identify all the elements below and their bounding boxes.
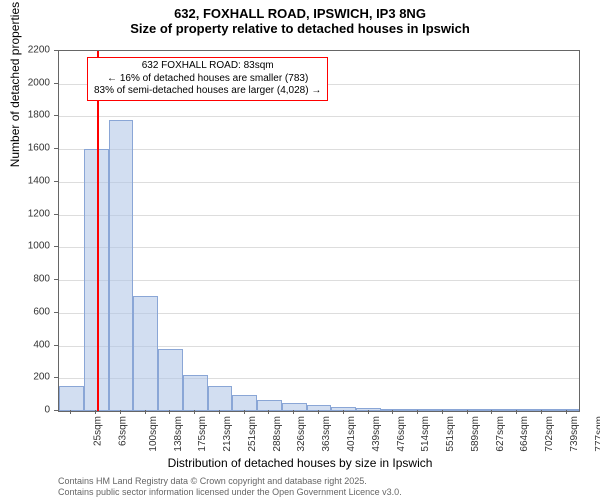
x-tick-mark	[293, 410, 294, 414]
x-tick-mark	[219, 410, 220, 414]
gridline	[59, 247, 579, 248]
x-tick-label: 589sqm	[470, 416, 481, 452]
footer-line1: Contains HM Land Registry data © Crown c…	[58, 476, 402, 487]
x-tick-mark	[442, 410, 443, 414]
x-tick-label: 100sqm	[148, 416, 159, 452]
y-tick-label: 400	[0, 339, 50, 350]
callout-line2: ← 16% of detached houses are smaller (78…	[94, 73, 321, 86]
y-tick-label: 600	[0, 306, 50, 317]
footer-line2: Contains public sector information licen…	[58, 487, 402, 498]
y-tick-label: 1400	[0, 175, 50, 186]
x-axis-label: Distribution of detached houses by size …	[0, 456, 600, 470]
x-tick-mark	[392, 410, 393, 414]
x-tick-mark	[194, 410, 195, 414]
x-tick-mark	[145, 410, 146, 414]
gridline	[59, 116, 579, 117]
x-tick-mark	[541, 410, 542, 414]
x-tick-label: 627sqm	[495, 416, 506, 452]
x-tick-mark	[120, 410, 121, 414]
bar	[59, 386, 84, 411]
x-tick-mark	[70, 410, 71, 414]
y-tick-label: 200	[0, 372, 50, 383]
x-tick-mark	[566, 410, 567, 414]
y-tick-label: 0	[0, 405, 50, 416]
bar	[455, 409, 480, 411]
bar	[208, 386, 233, 411]
y-tick-label: 1600	[0, 143, 50, 154]
y-tick-label: 800	[0, 274, 50, 285]
bar	[183, 375, 208, 411]
plot-area: 632 FOXHALL ROAD: 83sqm ← 16% of detache…	[58, 50, 580, 412]
x-tick-label: 213sqm	[222, 416, 233, 452]
x-tick-mark	[169, 410, 170, 414]
y-tick-label: 1200	[0, 208, 50, 219]
x-tick-mark	[368, 410, 369, 414]
x-tick-label: 63sqm	[118, 416, 129, 446]
x-tick-mark	[467, 410, 468, 414]
callout-line1: 632 FOXHALL ROAD: 83sqm	[94, 60, 321, 73]
x-tick-label: 288sqm	[272, 416, 283, 452]
x-tick-label: 739sqm	[569, 416, 580, 452]
x-tick-mark	[491, 410, 492, 414]
chart-title: 632, FOXHALL ROAD, IPSWICH, IP3 8NG	[0, 0, 600, 21]
footer: Contains HM Land Registry data © Crown c…	[58, 476, 402, 498]
bar	[133, 296, 158, 411]
x-tick-label: 138sqm	[173, 416, 184, 452]
x-tick-label: 664sqm	[519, 416, 530, 452]
gridline	[59, 280, 579, 281]
bar	[232, 395, 257, 411]
bar	[430, 409, 455, 411]
x-tick-label: 326sqm	[297, 416, 308, 452]
x-tick-label: 551sqm	[445, 416, 456, 452]
x-tick-label: 363sqm	[321, 416, 332, 452]
chart-subtitle: Size of property relative to detached ho…	[0, 21, 600, 36]
bar	[554, 409, 579, 411]
bar	[529, 409, 554, 411]
x-tick-mark	[343, 410, 344, 414]
x-tick-label: 251sqm	[247, 416, 258, 452]
x-tick-label: 476sqm	[396, 416, 407, 452]
x-tick-mark	[516, 410, 517, 414]
bar	[109, 120, 134, 411]
bar	[158, 349, 183, 411]
x-tick-label: 401sqm	[346, 416, 357, 452]
bar	[331, 407, 356, 411]
marker-line	[97, 51, 99, 411]
x-tick-label: 702sqm	[544, 416, 555, 452]
y-tick-label: 2200	[0, 45, 50, 56]
chart-container: 632, FOXHALL ROAD, IPSWICH, IP3 8NG Size…	[0, 0, 600, 500]
x-tick-mark	[318, 410, 319, 414]
x-tick-mark	[244, 410, 245, 414]
x-tick-label: 777sqm	[594, 416, 600, 452]
callout-box: 632 FOXHALL ROAD: 83sqm ← 16% of detache…	[87, 57, 328, 101]
bar	[356, 408, 381, 411]
x-tick-label: 25sqm	[93, 416, 104, 446]
y-tick-label: 1800	[0, 110, 50, 121]
y-tick-label: 1000	[0, 241, 50, 252]
x-tick-mark	[417, 410, 418, 414]
x-tick-mark	[95, 410, 96, 414]
callout-line3: 83% of semi-detached houses are larger (…	[94, 85, 321, 98]
x-tick-label: 175sqm	[198, 416, 209, 452]
gridline	[59, 149, 579, 150]
gridline	[59, 182, 579, 183]
y-tick-label: 2000	[0, 77, 50, 88]
x-tick-label: 514sqm	[420, 416, 431, 452]
x-tick-label: 439sqm	[371, 416, 382, 452]
bar	[257, 400, 282, 411]
gridline	[59, 215, 579, 216]
x-tick-mark	[268, 410, 269, 414]
